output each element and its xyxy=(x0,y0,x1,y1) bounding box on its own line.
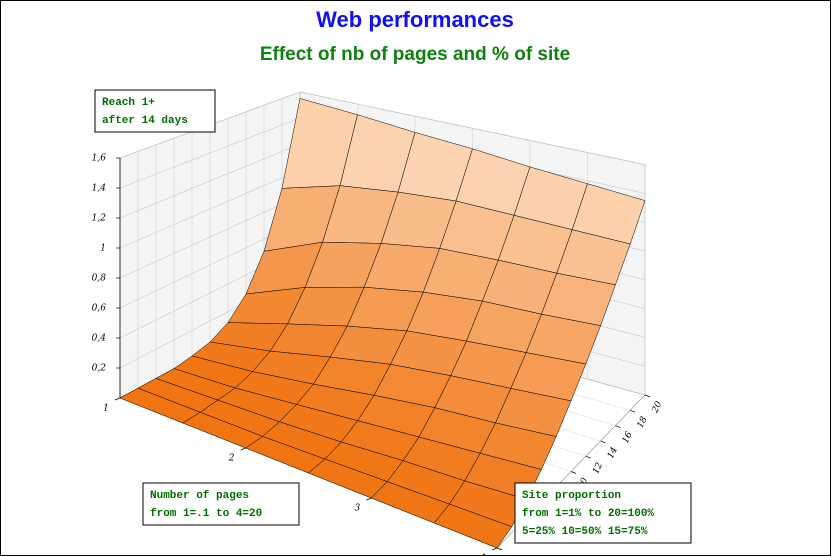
annotation-text: Site proportion xyxy=(522,490,621,502)
y-tick-label: 16 xyxy=(621,430,635,445)
x-tick xyxy=(114,397,121,401)
z-tick-label: 0,4 xyxy=(92,334,107,344)
x-tick-label: 2 xyxy=(228,454,235,464)
annotation-box xyxy=(142,482,300,526)
y-tick-label: 14 xyxy=(606,446,620,461)
y-tick xyxy=(570,471,577,474)
x-tick-label: 1 xyxy=(103,404,109,414)
annotation-text: from 1=1% to 20=100% xyxy=(522,508,654,520)
x-tick-label: 3 xyxy=(354,504,360,514)
annotation-box xyxy=(94,89,216,133)
annotation-text: 5=25% 10=50% 15=75% xyxy=(522,526,648,538)
z-tick-label: 1,4 xyxy=(92,184,107,194)
x-tick xyxy=(366,497,372,501)
z-tick-label: 0,8 xyxy=(92,274,107,284)
x-tick xyxy=(491,547,498,551)
y-tick xyxy=(600,440,606,444)
x-tick xyxy=(240,447,246,451)
annotation-text: after 14 days xyxy=(102,115,188,127)
z-tick-label: 0,2 xyxy=(92,364,107,374)
z-tick-label: 1,2 xyxy=(92,214,107,224)
y-tick xyxy=(496,547,503,551)
y-tick xyxy=(644,394,651,398)
chart-subtitle: Effect of nb of pages and % of site xyxy=(260,44,570,65)
x-tick-label: 4 xyxy=(479,554,486,556)
z-tick-label: 1,6 xyxy=(92,154,107,164)
annotation-text: Number of pages xyxy=(150,490,249,502)
annotation-text: Reach 1+ xyxy=(102,97,155,109)
z-tick-label: 0,6 xyxy=(92,304,107,314)
y-tick xyxy=(585,455,591,459)
annotation-box xyxy=(514,482,692,544)
y-tick xyxy=(630,409,636,413)
surface xyxy=(119,98,646,549)
surface-cell xyxy=(433,503,513,549)
annotation-text: from 1=.1 to 4=20 xyxy=(150,508,262,520)
labels: 0,20,40,60,811,21,41,612340101214161820W… xyxy=(92,7,692,556)
chart-title: Web performances xyxy=(316,7,514,32)
y-tick-label: 12 xyxy=(591,461,605,476)
y-tick-label: 20 xyxy=(650,400,664,416)
z-tick-label: 1 xyxy=(100,244,106,254)
y-tick-label: 18 xyxy=(636,415,650,430)
y-tick xyxy=(615,425,621,428)
